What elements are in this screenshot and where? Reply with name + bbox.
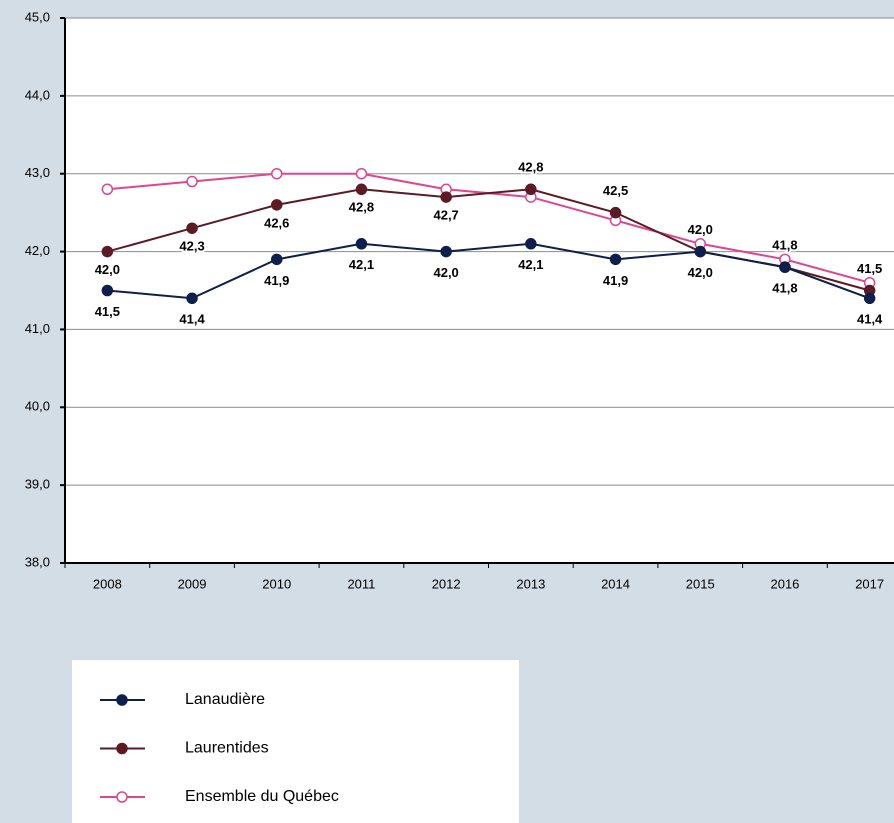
x-tick-label: 2015 [686, 576, 715, 591]
x-tick-label: 2014 [601, 576, 630, 591]
point [355, 167, 368, 180]
y-tick-label: 41,0 [25, 321, 50, 336]
x-tick-label: 2010 [262, 576, 291, 591]
point [186, 292, 198, 305]
point [186, 175, 198, 188]
value-label: 41,4 [857, 312, 883, 327]
point [271, 167, 283, 180]
point [525, 238, 537, 250]
value-label: 42,8 [518, 160, 543, 175]
x-tick-label: 2008 [93, 576, 122, 591]
x-tick-label: 2016 [770, 576, 799, 591]
point [186, 222, 198, 234]
x-tick-label: 2011 [347, 576, 375, 591]
value-label: 41,8 [772, 238, 797, 253]
point [525, 183, 537, 196]
point [101, 284, 114, 297]
point [694, 245, 706, 258]
point [355, 183, 368, 196]
y-tick-label: 45,0 [25, 9, 50, 24]
value-label: 41,8 [772, 281, 797, 296]
point [863, 292, 876, 305]
x-tick-label: 2017 [855, 576, 884, 591]
x-tick-label: 2012 [432, 576, 461, 591]
value-label: 41,5 [95, 304, 120, 319]
legend-marker [116, 694, 128, 706]
value-label: 42,3 [179, 239, 204, 254]
value-label: 42,6 [264, 215, 289, 230]
value-label: 42,5 [603, 183, 628, 198]
value-label: 42,0 [688, 265, 713, 280]
y-tick-label: 38,0 [25, 554, 50, 569]
value-label: 41,5 [857, 261, 882, 276]
point [609, 253, 622, 266]
point [101, 183, 114, 196]
point [271, 253, 283, 266]
value-label: 42,1 [349, 257, 374, 272]
value-label: 41,4 [179, 312, 205, 327]
value-label: 42,0 [433, 265, 458, 280]
series-line [107, 242, 870, 300]
plot-area [65, 18, 894, 563]
legend [72, 660, 519, 823]
legend-label: Laurentides [185, 740, 269, 757]
point [440, 245, 452, 258]
legend-marker [116, 742, 128, 755]
point [271, 199, 283, 211]
value-label: 42,7 [433, 208, 458, 223]
value-label: 42,0 [95, 262, 120, 277]
value-label: 41,9 [603, 273, 628, 288]
y-tick-label: 42,0 [25, 243, 50, 258]
x-tick-label: 2009 [178, 576, 207, 591]
legend-label: Ensemble du Québec [185, 788, 339, 805]
y-tick-label: 43,0 [25, 165, 50, 180]
point [779, 261, 791, 273]
legend-label: Lanaudière [185, 691, 265, 708]
value-label: 42,0 [688, 222, 713, 237]
value-label: 41,9 [264, 273, 289, 288]
y-tick-label: 40,0 [25, 399, 50, 414]
point [101, 245, 114, 258]
point [609, 206, 622, 219]
y-tick-label: 44,0 [25, 87, 50, 102]
point [440, 191, 452, 203]
value-label: 42,1 [518, 257, 543, 272]
point [355, 238, 368, 250]
legend-marker [116, 791, 128, 803]
x-tick-label: 2013 [516, 576, 545, 591]
y-tick-label: 39,0 [25, 477, 50, 492]
value-label: 42,8 [349, 200, 374, 215]
